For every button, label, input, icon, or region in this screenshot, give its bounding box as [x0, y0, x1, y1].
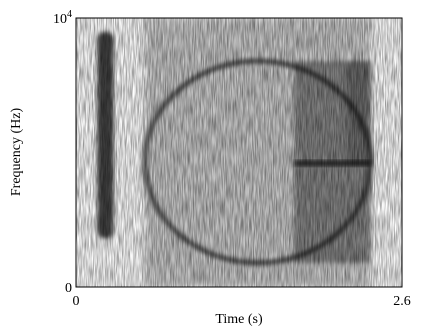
y-axis-label: Frequency (Hz): [9, 108, 24, 197]
x-tick-label: 2.6: [393, 294, 411, 309]
x-axis-label: Time (s): [215, 312, 263, 327]
y-tick-label: 0: [65, 281, 72, 296]
plot-area: [76, 18, 402, 287]
x-tick-label: 0: [73, 294, 80, 309]
x-axis-ticks: 0 2.6: [73, 282, 411, 309]
noise-texture: [76, 18, 402, 287]
y-tick-label: 104: [53, 9, 72, 27]
plot-frame: [75, 17, 403, 288]
y-tick-exponent: 4: [67, 9, 72, 20]
